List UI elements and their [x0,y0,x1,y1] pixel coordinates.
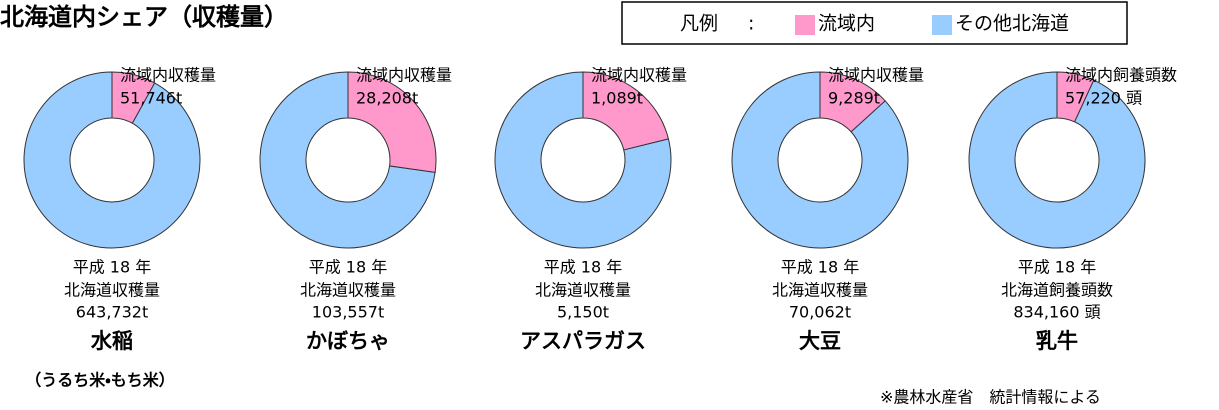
legend-entry: その他北海道 [955,13,1069,35]
donut-other [259,71,436,249]
total-label: 103,557t [312,303,384,322]
donut-inside [1056,71,1095,123]
inner-label: 流域内収穫量 [828,66,924,85]
value-label: 57,220 頭 [1065,89,1142,108]
total-name: 北海道収穫量 [300,281,396,300]
donut-other [23,71,201,249]
total-label: 643,732t [76,303,148,322]
total-name: 北海道飼養頭数 [1001,281,1113,300]
inner-label: 流域内収穫量 [591,66,687,85]
legend-box [621,1,1128,45]
chart-subtitle: （うるち米・もち米） [25,371,174,390]
donut-other [494,71,672,249]
chart-title: 水稲 [90,329,133,353]
value-label: 1,089t [591,89,643,108]
total-name: 北海道収穫量 [64,281,160,300]
donut-inside [819,71,886,133]
legend-swatch [932,15,952,35]
value-label: 28,208t [356,89,418,108]
total-label: 834,160 頭 [1013,303,1100,322]
source-note: ※農林水産省 統計情報による [880,388,1101,407]
inner-label: 流域内飼養頭数 [1065,66,1177,85]
inner-label: 流域内収穫量 [356,66,452,85]
legend-label: 凡例 [680,13,718,35]
page-title: 北海道内シェア（収穫量） [0,3,288,31]
legend-separator: : [748,13,754,35]
legend-swatch [795,15,815,35]
donut-other [968,71,1146,249]
donut-inside [582,71,670,151]
chart-title: アスパラガス [520,329,646,353]
donut-inside [111,71,156,124]
year-label: 平成 18 年 [309,258,388,277]
year-label: 平成 18 年 [781,258,860,277]
year-label: 平成 18 年 [73,258,152,277]
year-label: 平成 18 年 [544,258,623,277]
chart-title: 乳牛 [1036,329,1078,353]
total-name: 北海道収穫量 [535,281,631,300]
value-label: 9,289t [828,89,880,108]
chart-title: かぼちゃ [306,329,390,353]
donut-other [731,71,909,249]
total-label: 70,062t [789,303,851,322]
total-name: 北海道収穫量 [772,281,868,300]
legend-entry: 流域内 [818,13,875,35]
value-label: 51,746t [120,89,182,108]
inner-label: 流域内収穫量 [120,66,216,85]
chart-title: 大豆 [799,329,841,353]
year-label: 平成 18 年 [1018,258,1097,277]
total-label: 5,150t [557,303,609,322]
donut-inside [347,71,437,173]
